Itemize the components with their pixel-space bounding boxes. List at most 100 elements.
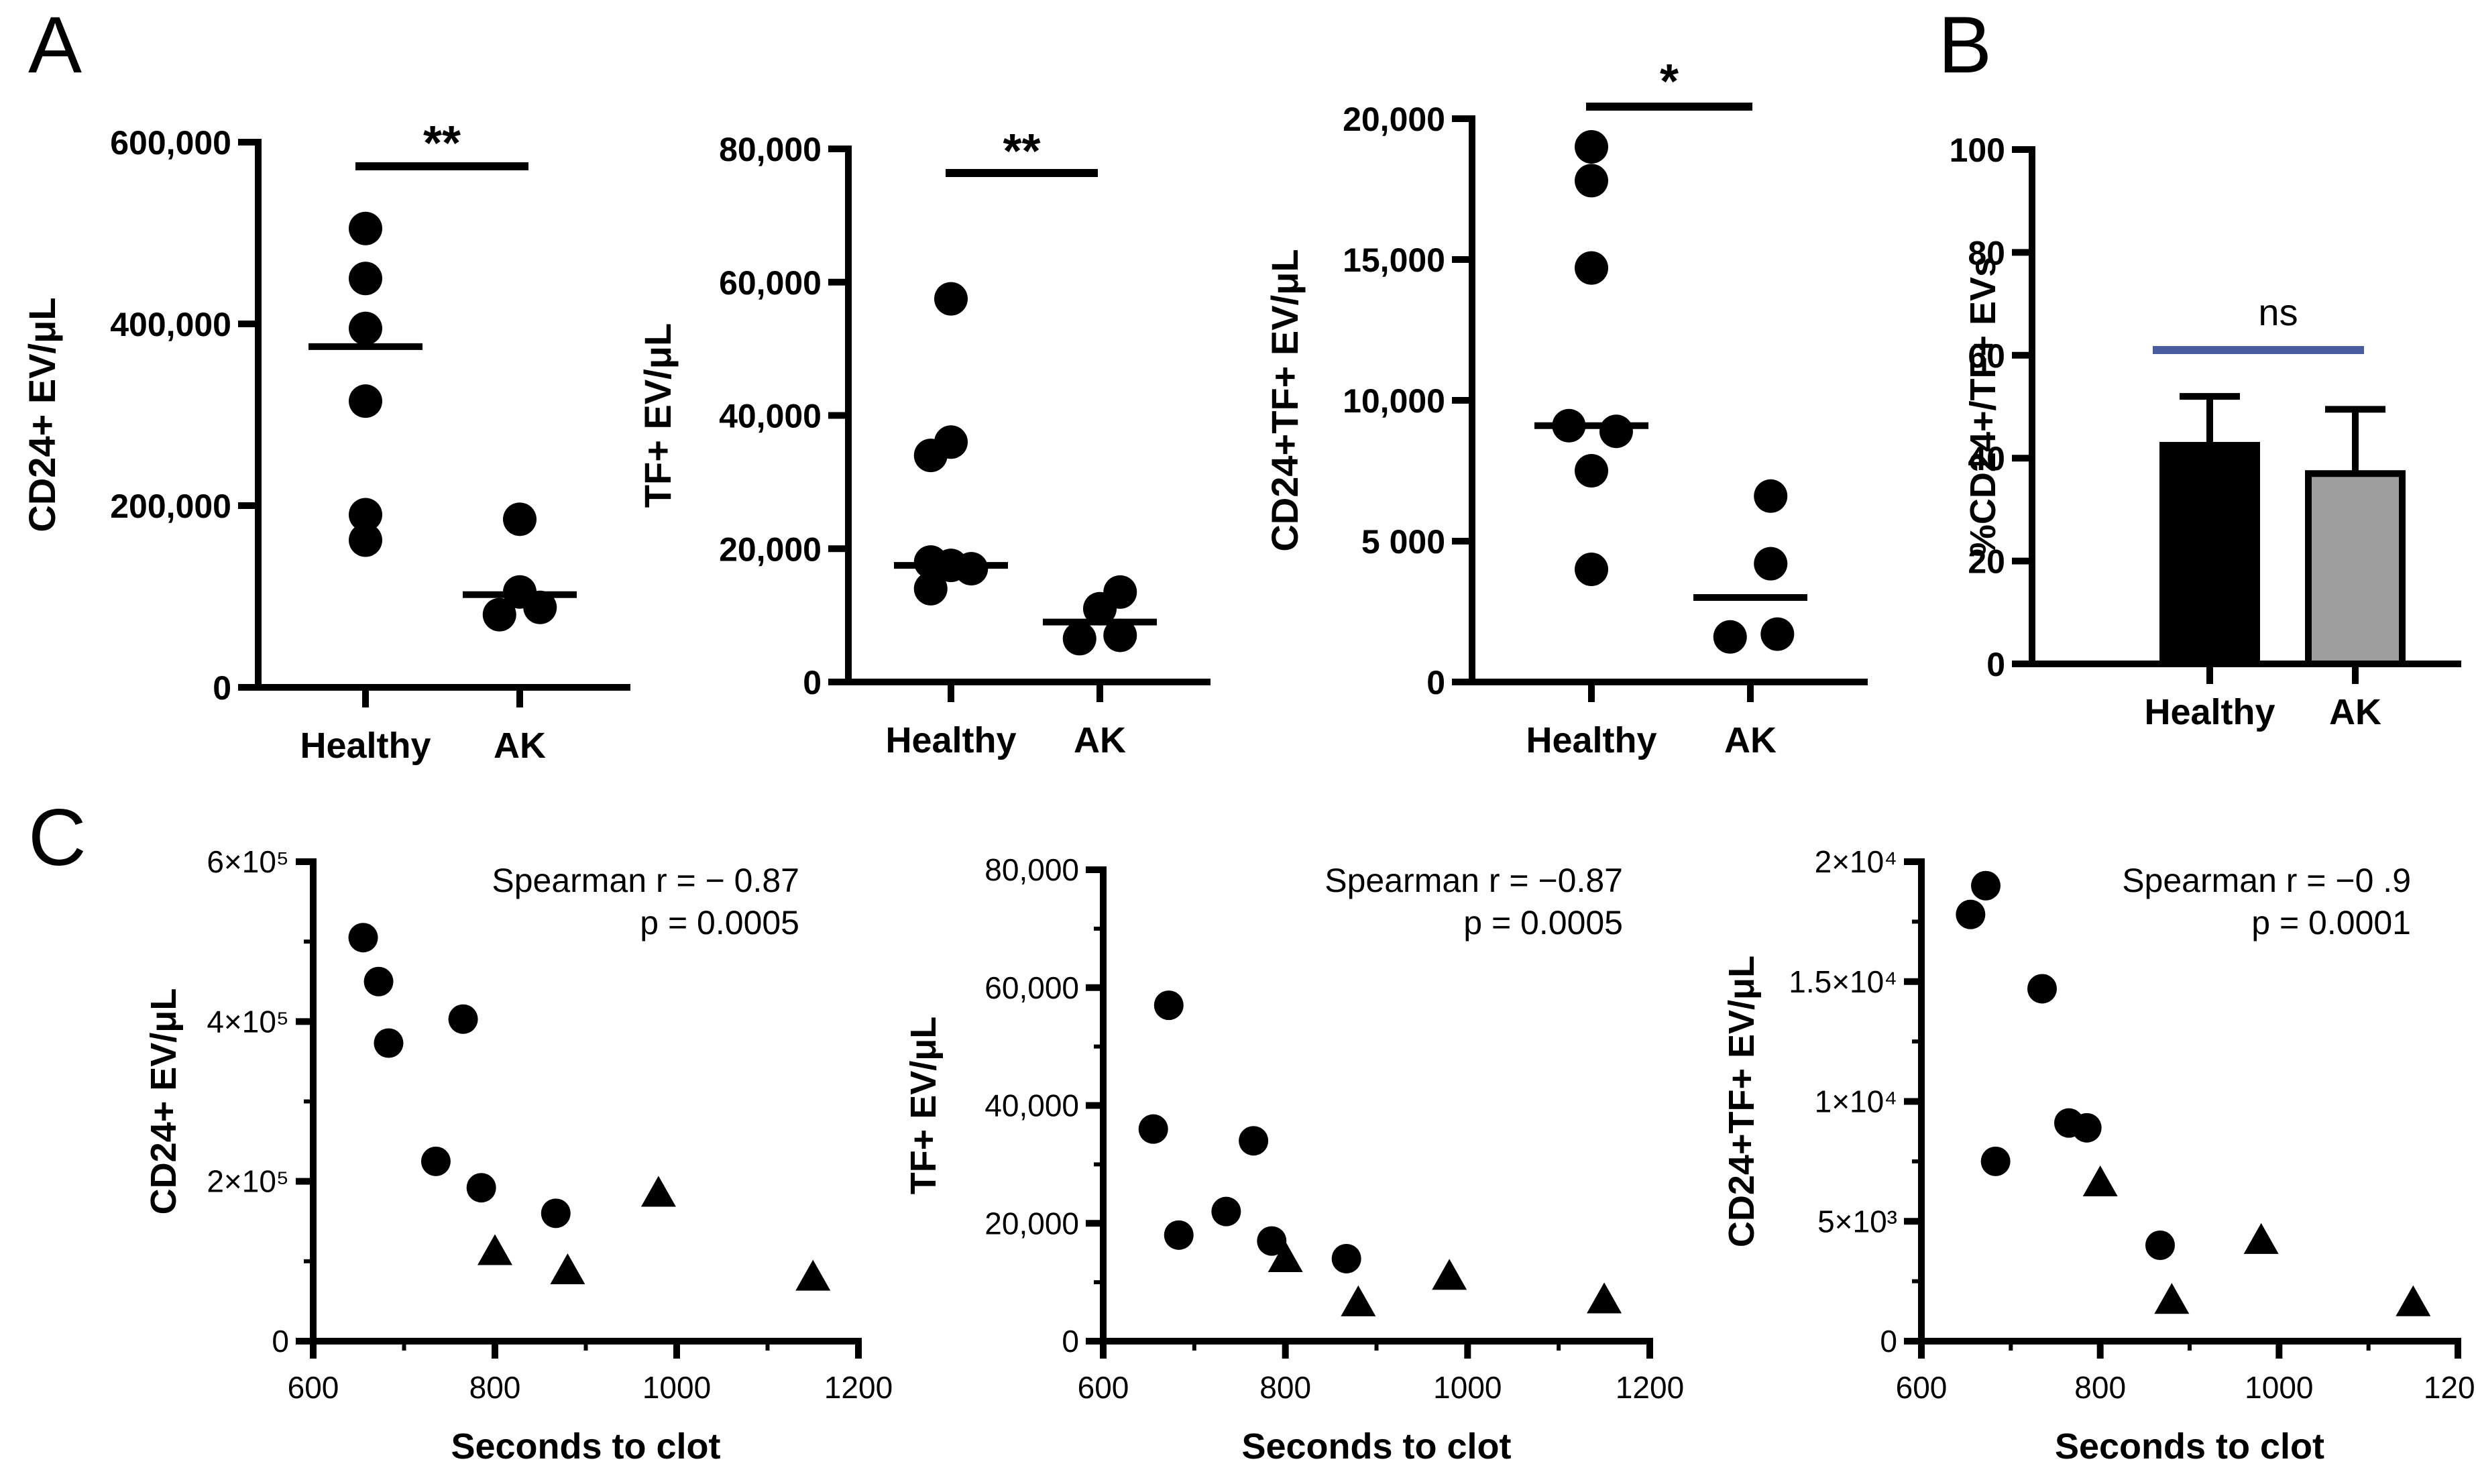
y-tick-label: 200,000 bbox=[110, 488, 231, 525]
x-tick-label: 1000 bbox=[642, 1370, 711, 1405]
x-tick-label: 1000 bbox=[1433, 1370, 1502, 1405]
data-point-ak bbox=[1754, 547, 1788, 581]
spearman-r-annotation: Spearman r = −0.87 bbox=[1325, 862, 1623, 899]
significance-marker: ns bbox=[2258, 291, 2298, 333]
panel-c-chart-3: 0 5×10³ 1×10⁴ 1.5×10⁴ 2×10⁴ 600 800 1000 1200 Sec… bbox=[1722, 844, 2476, 1467]
y-tick-label: 15,000 bbox=[1343, 241, 1445, 279]
data-point-circle bbox=[1971, 870, 2001, 901]
panel-a-chart-1: 0 200,000 400,000 600,000 Healthy AK CD24+ EV/… bbox=[21, 117, 630, 766]
data-point-circle bbox=[541, 1198, 571, 1229]
x-tick-label: 800 bbox=[2074, 1370, 2126, 1405]
data-point-healthy bbox=[349, 262, 382, 296]
panel-a-chart-3: 0 5 000 10,000 15,000 20,000 Healthy AK CD24+TF… bbox=[1263, 55, 1868, 760]
bar-healthy bbox=[2159, 442, 2260, 668]
x-tick-label-healthy: Healthy bbox=[300, 726, 431, 766]
y-tick-label: 40,000 bbox=[984, 1088, 1079, 1123]
x-axis-label: Seconds to clot bbox=[2055, 1426, 2324, 1467]
x-tick-label-ak: AK bbox=[2329, 692, 2381, 732]
y-tick-label: 60 bbox=[1968, 337, 2005, 375]
data-point-circle bbox=[1153, 990, 1184, 1021]
data-point-ak bbox=[482, 597, 516, 632]
data-point-triangle bbox=[1268, 1241, 1303, 1272]
panel-label-b: B bbox=[1938, 0, 1992, 90]
data-point-healthy bbox=[1575, 553, 1608, 586]
x-tick-label-healthy: Healthy bbox=[885, 720, 1016, 760]
x-tick-label: 600 bbox=[1896, 1370, 1948, 1405]
y-tick-label: 0 bbox=[1062, 1324, 1079, 1359]
y-tick-label: 2×10⁴ bbox=[1815, 844, 1897, 879]
spearman-r-annotation: Spearman r = −0 .9 bbox=[2122, 862, 2411, 899]
data-point-healthy bbox=[913, 571, 948, 606]
significance-marker: ** bbox=[1003, 125, 1040, 178]
y-tick-label: 0 bbox=[1426, 664, 1445, 701]
data-point-triangle bbox=[2082, 1165, 2118, 1197]
significance-marker: ** bbox=[423, 117, 461, 170]
data-point-triangle bbox=[2154, 1283, 2190, 1314]
data-point-circle bbox=[448, 1004, 478, 1034]
data-point-circle bbox=[2072, 1112, 2102, 1143]
y-axis-label: TF+ EV/μL bbox=[903, 1017, 944, 1195]
y-tick-label: 400,000 bbox=[110, 306, 231, 343]
y-tick-label: 6×10⁵ bbox=[207, 844, 289, 879]
y-tick-label: 4×10⁵ bbox=[207, 1004, 289, 1039]
data-point-triangle bbox=[1432, 1259, 1467, 1290]
data-point-healthy bbox=[1599, 414, 1633, 449]
data-point-circle bbox=[1331, 1243, 1361, 1273]
data-point-triangle bbox=[550, 1253, 585, 1285]
p-value-annotation: p = 0.0005 bbox=[640, 904, 799, 941]
data-point-circle bbox=[1956, 899, 1986, 929]
y-tick-label: 100 bbox=[1950, 131, 2005, 169]
panel-a-chart-2: 0 20,000 40,000 60,000 80,000 Healthy AK TF+ EV… bbox=[636, 125, 1211, 760]
panel-c-chart-1: 0 2×10⁵ 4×10⁵ 6×10⁵ 600 800 1000 1200 Seconds to… bbox=[144, 844, 893, 1467]
data-point-healthy bbox=[1575, 130, 1608, 164]
y-tick-label: 0 bbox=[803, 664, 822, 701]
data-point-circle bbox=[2027, 974, 2057, 1004]
y-tick-label: 80,000 bbox=[984, 852, 1079, 887]
y-tick-label: 1.5×10⁴ bbox=[1789, 964, 1897, 999]
data-point-circle bbox=[348, 923, 378, 953]
data-point-ak bbox=[1754, 479, 1788, 513]
y-tick-label: 40,000 bbox=[719, 398, 822, 435]
panel-label-a: A bbox=[28, 0, 82, 90]
data-point-ak bbox=[1103, 618, 1137, 652]
y-tick-label: 0 bbox=[1880, 1324, 1897, 1359]
x-axis-label: Seconds to clot bbox=[451, 1426, 720, 1467]
data-point-healthy bbox=[349, 211, 382, 245]
x-tick-label: 800 bbox=[469, 1370, 521, 1405]
panel-b-chart: Healthy AK 0 20 40 60 80 100 %CD24+/TF+ EVs ns bbox=[1950, 131, 2461, 732]
x-tick-label: 800 bbox=[1259, 1370, 1311, 1405]
data-point-triangle bbox=[640, 1176, 676, 1207]
data-point-healthy bbox=[1575, 454, 1608, 488]
data-point-circle bbox=[1239, 1126, 1269, 1156]
data-point-circle bbox=[374, 1028, 404, 1058]
panel-c-chart-2: 0 20,000 40,000 60,000 80,000 600 800 1000 1200 S… bbox=[903, 852, 1684, 1467]
data-point-triangle bbox=[1341, 1285, 1376, 1316]
data-point-ak bbox=[1760, 617, 1795, 651]
p-value-annotation: p = 0.0005 bbox=[1463, 904, 1623, 941]
data-point-triangle bbox=[2396, 1285, 2431, 1316]
x-tick-label: 1200 bbox=[2424, 1370, 2476, 1405]
data-point-ak bbox=[523, 590, 557, 624]
data-point-healthy bbox=[349, 498, 382, 532]
data-point-circle bbox=[1980, 1146, 2011, 1176]
y-tick-label: 5 000 bbox=[1361, 523, 1445, 561]
data-point-circle bbox=[420, 1146, 451, 1176]
p-value-annotation: p = 0.0001 bbox=[2251, 904, 2411, 941]
data-point-healthy bbox=[913, 439, 948, 473]
y-axis-label: %CD24+/TF+ EVs bbox=[1963, 257, 2003, 557]
x-tick-label: 600 bbox=[1078, 1370, 1129, 1405]
x-axis-label: Seconds to clot bbox=[1241, 1426, 1511, 1467]
y-tick-label: 1×10⁴ bbox=[1815, 1084, 1897, 1119]
y-tick-label: 0 bbox=[1986, 646, 2005, 683]
y-tick-label: 80,000 bbox=[719, 131, 822, 168]
data-point-triangle bbox=[477, 1234, 512, 1265]
y-tick-label: 600,000 bbox=[110, 124, 231, 162]
y-tick-label: 20,000 bbox=[984, 1206, 1079, 1241]
y-axis-label: CD24+ EV/μL bbox=[21, 297, 63, 532]
data-point-ak bbox=[1062, 622, 1096, 656]
x-tick-label: 1200 bbox=[1616, 1370, 1684, 1405]
y-tick-label: 20,000 bbox=[1343, 101, 1445, 138]
data-point-healthy bbox=[934, 282, 968, 316]
data-point-circle bbox=[2145, 1231, 2175, 1260]
